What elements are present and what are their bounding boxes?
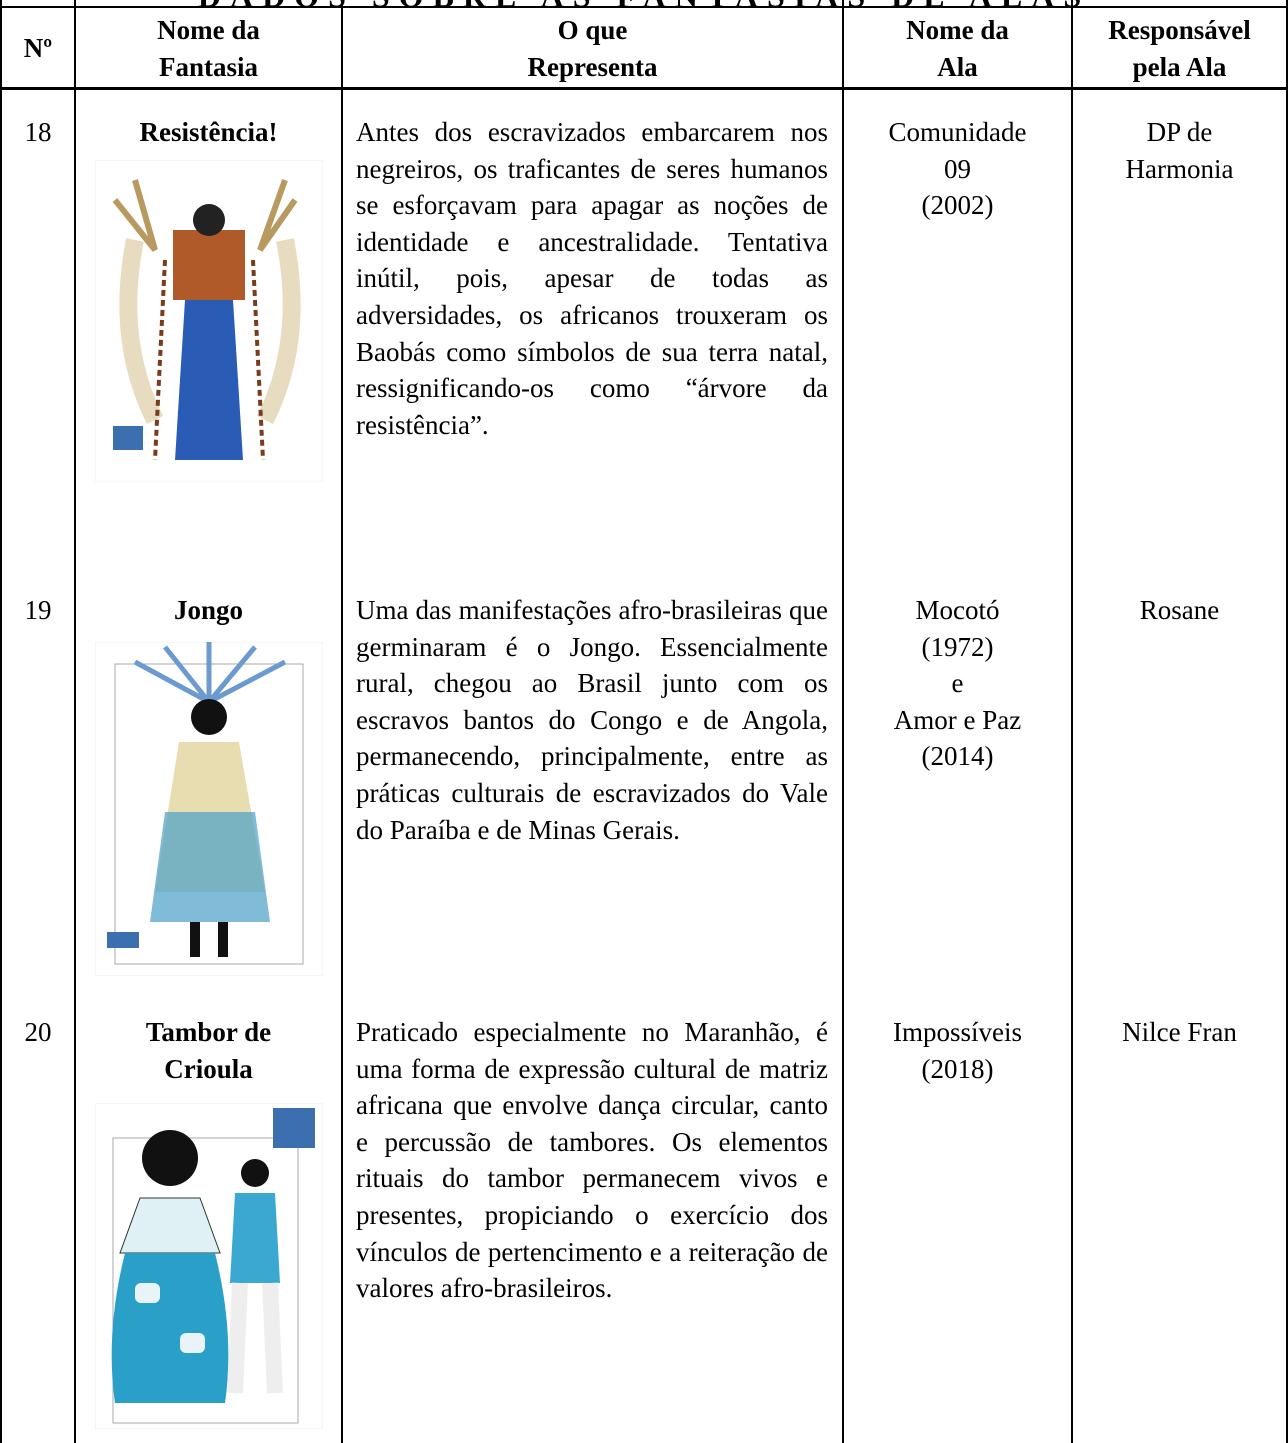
cell-responsible: Nilce Fran	[1122, 1017, 1237, 1047]
cell-number: 18	[24, 117, 52, 147]
cell-description: Uma das manifestações afro-brasileiras q…	[356, 595, 828, 845]
rule	[0, 0, 2, 1443]
costume-image	[95, 160, 323, 482]
cell-name: Tambor de Crioula	[145, 1017, 272, 1084]
cell-ala: Comunidade 09 (2002)	[888, 117, 1027, 221]
cell-name: Jongo	[173, 595, 244, 625]
rule	[1286, 0, 1288, 1443]
cell-ala: Mocotó (1972) e Amor e Paz (2014)	[893, 595, 1022, 772]
cell-description: Antes dos escravizados embarcarem nos ne…	[356, 117, 828, 440]
cell-name: Resistência!	[139, 117, 278, 147]
rule	[842, 0, 844, 1443]
cell-responsible: Rosane	[1139, 595, 1220, 625]
rule	[341, 0, 343, 1443]
rule	[0, 6, 1288, 8]
cell-ala: Impossíveis (2018)	[892, 1017, 1022, 1084]
column-header: Nome da Fantasia	[157, 15, 260, 82]
cell-number: 20	[24, 1017, 52, 1047]
rule	[1071, 0, 1073, 1443]
costume-image	[95, 1103, 323, 1429]
rule	[0, 87, 1288, 90]
costume-image	[95, 642, 323, 976]
cell-responsible: DP de Harmonia	[1125, 117, 1234, 184]
rule	[74, 0, 76, 1443]
column-header: Responsável pela Ala	[1108, 15, 1251, 82]
column-header: Nome da Ala	[906, 15, 1009, 82]
cell-number: 19	[24, 595, 52, 625]
column-header: O que Representa	[527, 15, 658, 82]
cell-description: Praticado especialmente no Maranhão, é u…	[356, 1017, 828, 1304]
column-header: Nº	[23, 33, 53, 63]
